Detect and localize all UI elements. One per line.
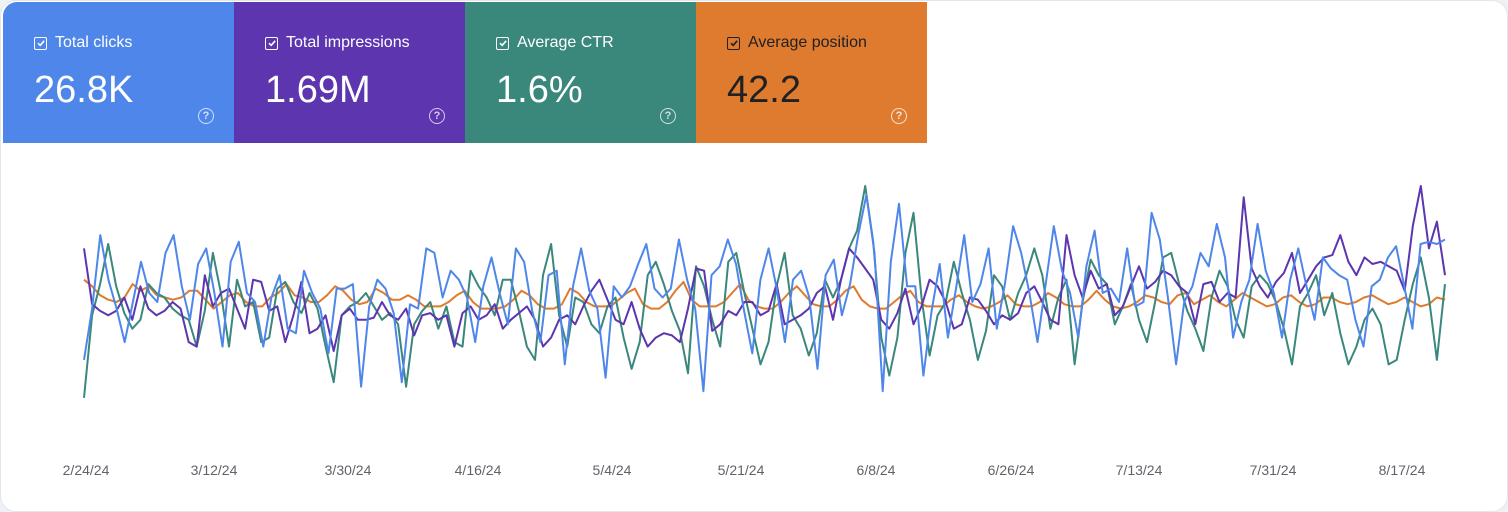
metric-tile-total-clicks[interactable]: Total clicks 26.8K ? — [3, 2, 234, 143]
metric-value: 1.69M — [265, 69, 371, 111]
series-line-average-position — [83, 278, 1446, 310]
metric-tile-average-position[interactable]: Average position 42.2 ? — [696, 2, 927, 143]
x-tick-label: 6/8/24 — [857, 462, 896, 478]
metric-tile-average-ctr[interactable]: Average CTR 1.6% ? — [465, 2, 696, 143]
x-tick-label: 6/26/24 — [988, 462, 1035, 478]
x-tick-label: 5/21/24 — [718, 462, 765, 478]
metric-label: Average position — [748, 34, 867, 51]
metric-header: Average position — [727, 34, 867, 52]
x-tick-label: 7/31/24 — [1250, 462, 1297, 478]
x-tick-label: 7/13/24 — [1116, 462, 1163, 478]
series-layer — [83, 185, 1446, 398]
x-tick-label: 8/17/24 — [1379, 462, 1426, 478]
checkbox-checked-icon[interactable] — [265, 36, 278, 50]
metric-header: Total clicks — [34, 34, 132, 52]
help-icon[interactable]: ? — [891, 108, 907, 124]
metric-value: 42.2 — [727, 69, 801, 111]
series-line-total-clicks — [83, 193, 1446, 393]
x-axis: 2/24/24 3/12/24 3/30/24 4/16/24 5/4/24 5/21/2… — [63, 462, 1426, 478]
metric-header: Average CTR — [496, 34, 614, 52]
x-tick-label: 5/4/24 — [593, 462, 632, 478]
series-line-total-impressions — [83, 185, 1446, 352]
checkbox-checked-icon[interactable] — [496, 36, 509, 50]
metric-value: 26.8K — [34, 69, 134, 111]
x-tick-label: 2/24/24 — [63, 462, 110, 478]
metric-tiles: Total clicks 26.8K ? Total impressions 1… — [3, 2, 927, 143]
metric-value: 1.6% — [496, 69, 583, 111]
x-tick-label: 4/16/24 — [455, 462, 502, 478]
checkbox-checked-icon[interactable] — [34, 36, 47, 50]
help-icon[interactable]: ? — [429, 108, 445, 124]
x-tick-label: 3/12/24 — [191, 462, 238, 478]
x-tick-label: 3/30/24 — [325, 462, 372, 478]
metric-tile-total-impressions[interactable]: Total impressions 1.69M ? — [234, 2, 465, 143]
performance-line-chart: 2/24/24 3/12/24 3/30/24 4/16/24 5/4/24 5/21/2… — [63, 185, 1446, 478]
metric-header: Total impressions — [265, 34, 410, 52]
metric-label: Total impressions — [286, 34, 410, 51]
series-line-average-ctr — [83, 185, 1446, 398]
metric-label: Total clicks — [55, 34, 133, 51]
metric-label: Average CTR — [517, 34, 614, 51]
checkbox-checked-icon[interactable] — [727, 36, 740, 50]
help-icon[interactable]: ? — [198, 108, 214, 124]
help-icon[interactable]: ? — [660, 108, 676, 124]
